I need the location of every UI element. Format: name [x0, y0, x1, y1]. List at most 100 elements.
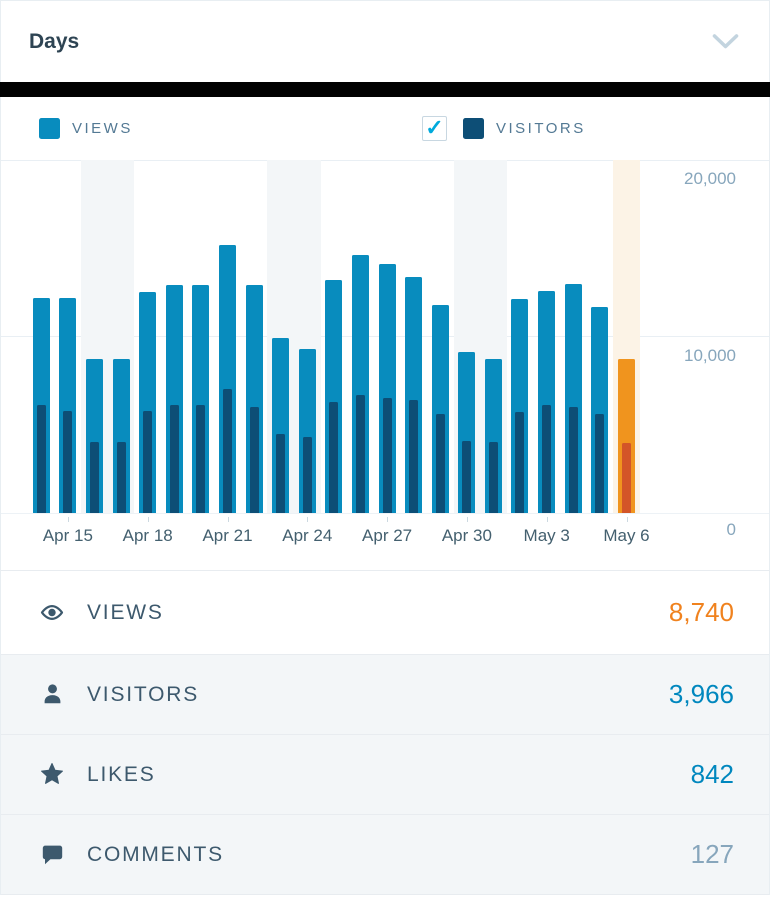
- visitors-bar[interactable]: [595, 414, 605, 513]
- chart-day-apr-21[interactable]: [214, 160, 241, 513]
- chart-day-apr-23[interactable]: [267, 160, 294, 513]
- x-axis-tick: [227, 517, 229, 522]
- chart-day-may-3[interactable]: [533, 160, 560, 513]
- visitors-bar[interactable]: [409, 400, 419, 513]
- visitors-bar[interactable]: [222, 389, 232, 513]
- separator-bar: [0, 82, 770, 97]
- x-axis: Apr 15 Apr 18 Apr 21 Apr 24 Apr 27 Apr 30 May …: [1, 513, 769, 570]
- x-axis-label: Apr 15: [42, 526, 93, 545]
- x-axis-label: Apr 21: [202, 526, 253, 545]
- chart-day-apr-17[interactable]: [107, 160, 135, 513]
- summary-row-value: 3,966: [668, 679, 734, 709]
- x-axis-label: Apr 27: [362, 526, 413, 545]
- chart-day-may-5[interactable]: [586, 160, 613, 513]
- chart-day-apr-25[interactable]: [321, 160, 348, 513]
- x-axis-tick: [466, 517, 468, 522]
- legend-visitors-toggle[interactable]: ✓ VISITORS: [422, 97, 586, 160]
- visitors-bar[interactable]: [462, 440, 472, 513]
- summary-row-label: VISITORS: [87, 682, 200, 706]
- summary-row-label: VIEWS: [87, 600, 164, 624]
- gridline-0: [1, 513, 769, 514]
- x-axis-tick: [387, 517, 389, 522]
- chart-legend: VIEWS ✓ VISITORS: [1, 97, 769, 160]
- visitors-swatch-icon: [463, 118, 484, 139]
- visitors-bar[interactable]: [196, 405, 206, 513]
- chart-day-apr-26[interactable]: [347, 160, 374, 513]
- x-axis-label: May 3: [523, 526, 570, 545]
- chart-day-apr-14[interactable]: [28, 160, 55, 513]
- visitors-bar[interactable]: [515, 412, 525, 513]
- summary-row-label: LIKES: [87, 762, 156, 786]
- visitors-bar[interactable]: [488, 442, 498, 513]
- chart-day-apr-16[interactable]: [81, 160, 108, 513]
- visitors-bar[interactable]: [382, 398, 392, 513]
- chart-day-apr-20[interactable]: [188, 160, 215, 513]
- summary-row-value: 842: [690, 759, 734, 789]
- chart-day-apr-27[interactable]: [374, 160, 401, 513]
- star-icon: [39, 761, 65, 788]
- legend-views: VIEWS: [39, 97, 133, 160]
- summary-tabs: VIEWS 8,740 VISITORS 3,966 LIKES 842: [0, 570, 770, 895]
- summary-row-comments[interactable]: COMMENTS 127: [1, 815, 769, 895]
- summary-row-visitors[interactable]: VISITORS 3,966: [1, 655, 769, 735]
- chart-day-may-1[interactable]: [480, 160, 507, 513]
- visitors-bar[interactable]: [143, 410, 153, 513]
- checkmark-icon: ✓: [425, 114, 444, 140]
- period-dropdown[interactable]: Days: [0, 0, 770, 82]
- summary-row-value: 8,740: [668, 597, 734, 627]
- chart-day-apr-15[interactable]: [55, 160, 82, 513]
- chart-day-apr-18[interactable]: [134, 160, 161, 513]
- chart-day-may-4[interactable]: [560, 160, 587, 513]
- visitors-bar[interactable]: [542, 405, 552, 513]
- visitors-bar[interactable]: [435, 414, 445, 513]
- chart-day-may-6[interactable]: [613, 160, 640, 513]
- visitors-bar[interactable]: [89, 442, 99, 513]
- gridline-20k: [1, 160, 769, 161]
- x-axis-label: Apr 30: [441, 526, 492, 545]
- visitors-bar[interactable]: [302, 437, 312, 513]
- x-axis-label: Apr 18: [122, 526, 173, 545]
- chart-day-apr-22[interactable]: [241, 160, 268, 513]
- x-axis-tick: [67, 517, 69, 522]
- bar-chart: 20,000 10,000 0: [1, 160, 769, 539]
- summary-row-value: 127: [690, 839, 734, 869]
- x-axis-label: Apr 24: [282, 526, 333, 545]
- x-axis-tick: [147, 517, 149, 522]
- period-dropdown-label: Days: [29, 29, 80, 53]
- y-axis-label-10k: 10,000: [684, 346, 736, 365]
- visitors-bar[interactable]: [276, 433, 286, 513]
- views-swatch-icon: [39, 118, 60, 139]
- visitors-bar[interactable]: [621, 443, 631, 513]
- visitors-bar[interactable]: [36, 405, 46, 513]
- chart-day-apr-24[interactable]: [293, 160, 321, 513]
- chart-day-may-2[interactable]: [507, 160, 534, 513]
- visitors-bar[interactable]: [169, 405, 179, 513]
- visitors-bar[interactable]: [63, 410, 73, 513]
- x-axis-label: May 6: [603, 526, 650, 545]
- x-axis-tick: [307, 517, 309, 522]
- x-axis-tick: [546, 517, 548, 522]
- x-axis-tick: [626, 517, 628, 522]
- chart-day-apr-28[interactable]: [400, 160, 427, 513]
- chevron-down-icon[interactable]: [712, 33, 739, 50]
- summary-row-likes[interactable]: LIKES 842: [1, 735, 769, 815]
- chart-day-apr-19[interactable]: [161, 160, 188, 513]
- summary-row-label: COMMENTS: [87, 842, 224, 866]
- visitors-bar[interactable]: [355, 394, 365, 513]
- visitors-bar[interactable]: [249, 407, 259, 513]
- summary-row-views[interactable]: VIEWS 8,740: [1, 571, 769, 655]
- chart-day-apr-30[interactable]: [453, 160, 481, 513]
- person-icon: [39, 681, 65, 708]
- legend-views-label: VIEWS: [72, 120, 133, 137]
- comment-icon: [39, 842, 65, 867]
- y-axis-label-0: 0: [726, 520, 736, 539]
- bars-container: [28, 160, 640, 513]
- chart-day-apr-29[interactable]: [427, 160, 454, 513]
- y-axis-label-20k: 20,000: [684, 169, 736, 188]
- visitors-checkbox[interactable]: ✓: [422, 116, 447, 141]
- visitors-bar[interactable]: [116, 442, 126, 513]
- visitors-bar[interactable]: [329, 401, 339, 513]
- chart-card: VIEWS ✓ VISITORS 20,000 10,000 0 Apr 15 A…: [0, 97, 770, 570]
- visitors-bar[interactable]: [568, 407, 578, 513]
